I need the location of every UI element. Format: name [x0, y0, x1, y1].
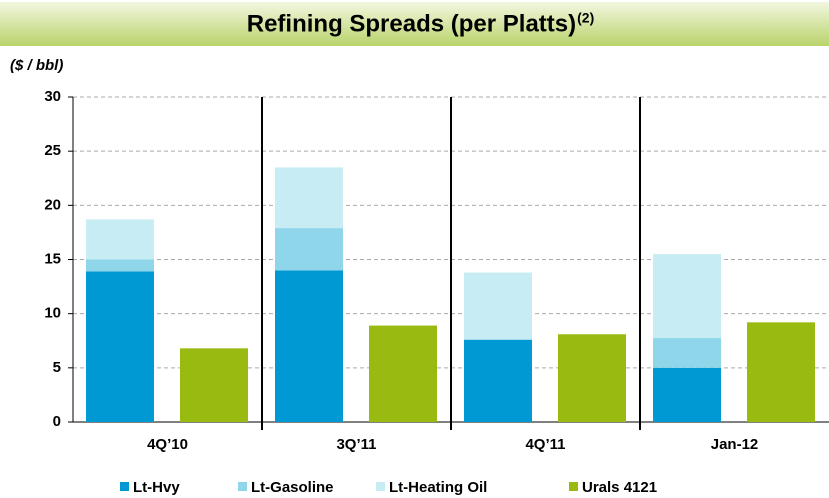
legend-label: Lt-Hvy: [133, 479, 180, 496]
y-tick-label: 15: [44, 250, 61, 267]
legend-marker: [120, 482, 129, 491]
legend-marker: [238, 482, 247, 491]
bar: [558, 334, 626, 422]
chart-title: Refining Spreads (per Platts): [247, 10, 576, 37]
bar-segment: [86, 271, 154, 422]
title-banner: [0, 2, 829, 46]
y-axis-label: ($ / bbl): [10, 57, 63, 74]
legend-label: Lt-Gasoline: [251, 479, 334, 496]
bar-segment: [653, 367, 721, 422]
bar: [180, 348, 248, 422]
y-tick-label: 10: [44, 305, 61, 322]
y-tick-label: 20: [44, 196, 61, 213]
x-tick-label: 4Q’10: [147, 436, 188, 453]
bar-segment: [86, 219, 154, 260]
x-tick-label: 3Q’11: [336, 436, 376, 453]
x-tick-label: 4Q’11: [525, 436, 565, 453]
legend-marker: [569, 482, 578, 491]
bar-segment: [86, 259, 154, 272]
bar-segment: [275, 228, 343, 271]
y-tick-label: 25: [44, 142, 61, 159]
bar-segment: [653, 254, 721, 339]
bar: [747, 322, 815, 422]
bar: [369, 325, 437, 422]
y-tick-label: 5: [53, 359, 61, 376]
bar-segment: [464, 339, 532, 422]
bar-segment: [275, 270, 343, 422]
bar-segment: [653, 338, 721, 368]
y-tick-label: 30: [44, 88, 61, 105]
x-tick-label: Jan-12: [711, 436, 759, 453]
title-superscript: (2): [577, 10, 594, 26]
legend-label: Lt-Heating Oil: [389, 479, 487, 496]
legend-label: Urals 4121: [582, 479, 657, 496]
y-tick-label: 0: [53, 413, 61, 430]
legend-marker: [376, 482, 385, 491]
bar-segment: [275, 167, 343, 229]
bar-segment: [464, 272, 532, 340]
